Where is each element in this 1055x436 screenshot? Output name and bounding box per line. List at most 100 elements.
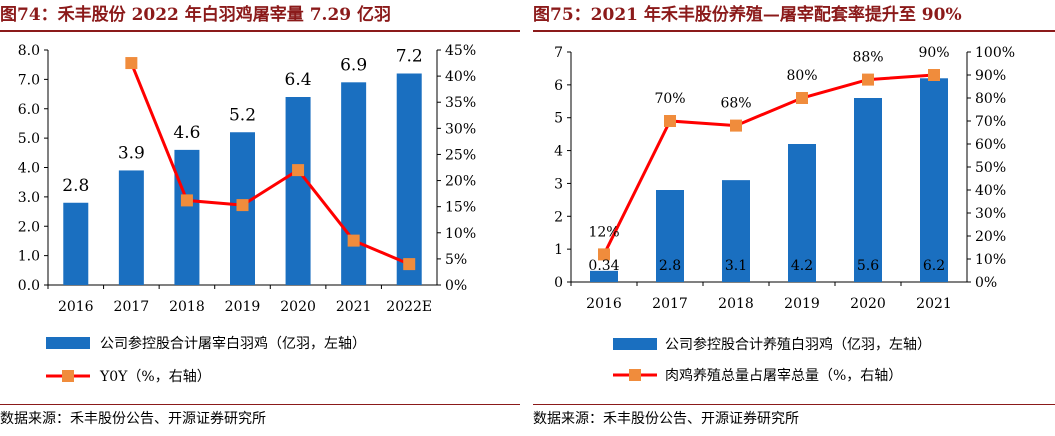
right-tick-label: 0% [975,275,997,291]
bar [396,73,422,285]
left-tick-label: 6 [554,78,563,94]
bar-value-label: 4.2 [791,258,813,274]
line-marker [598,248,610,261]
right-tick-label: 20% [975,229,1006,245]
x-tick-label: 2016 [58,299,94,315]
x-tick-label: 2018 [718,296,754,312]
bar [118,170,144,285]
line-marker [125,57,138,70]
right-tick-label: 35% [445,95,476,111]
right-tick-label: 40% [975,183,1006,199]
line-value-label: 68% [720,96,751,112]
left-tick-label: 5.0 [18,131,40,147]
left-tick-label: 3 [554,176,563,192]
chart-74: 0.0 1.0 2.0 3.0 4.0 5.0 6.0 7.0 8.0 0% 5% 10% 15% 20%… [18,43,476,385]
left-tick-label: 4 [554,144,563,160]
bar [285,97,311,285]
right-tick-label: 5% [445,252,467,268]
legend-bar-label: 公司参控股合计屠宰白羽鸡（亿羽，左轴） [100,335,366,352]
left-tick-label: 8.0 [18,43,40,59]
x-tick-label: 2019 [784,296,820,312]
x-tick-label: 2017 [114,299,150,315]
right-tick-label: 10% [975,252,1006,268]
x-tick-label: 2018 [169,299,205,315]
right-tick-label: 10% [445,226,476,242]
bar-value-label: 6.9 [340,55,367,75]
right-tick-label: 90% [975,68,1006,84]
right-tick-label: 30% [975,206,1006,222]
x-tick-label: 2016 [586,296,622,312]
title-rule [533,30,1055,32]
right-tick-label: 30% [445,121,476,137]
left-tick-label: 7 [554,45,563,61]
bar [854,98,882,282]
figure-74: 图74：禾丰股份 2022 年白羽鸡屠宰量 7.29 亿羽 0.0 1.0 2.0 3… [0,0,520,436]
line-value-label: 88% [852,50,883,66]
left-tick-label: 6.0 [18,102,40,118]
legend-line-label: 肉鸡养殖总量占屠宰总量（%，右轴） [665,367,902,384]
line-marker [403,258,416,271]
legend-line-marker [629,369,641,381]
right-tick-label: 70% [975,114,1006,130]
line-value-label: 90% [918,45,949,61]
line-marker [730,119,742,132]
left-tick-label: 1 [554,242,563,258]
bar [341,82,367,285]
right-tick-label: 25% [445,147,476,163]
bar [590,270,618,282]
left-tick-label: 2 [554,209,563,225]
x-tick-label: 2021 [916,296,952,312]
bar-value-label: 5.6 [857,258,879,274]
right-tick-label: 20% [445,174,476,190]
bar-value-label: 2.8 [62,176,89,196]
chart-75: 012345670%10%20%30%40%50%60%70%80%90%100… [554,45,1015,384]
bar [656,190,684,282]
line-marker [347,234,360,247]
series-line [129,62,410,266]
left-tick-label: 5 [554,111,563,127]
title-rule [0,30,520,32]
bar [722,180,750,282]
bar-value-label: 3.1 [725,258,747,274]
figure-75: 图75：2021 年禾丰股份养殖—屠宰配套率提升至 90% 0 1 2 3 4 5 6 7 0%… [533,0,1055,436]
bar-value-label: 6.4 [285,70,312,90]
x-tick-label: 2020 [850,296,886,312]
line-marker [180,194,193,207]
right-tick-label: 50% [975,160,1006,176]
line-marker [664,115,676,127]
right-tick-label: 100% [975,45,1015,61]
left-tick-label: 3.0 [18,190,40,206]
left-tick-label: 7.0 [18,72,40,88]
line-marker [862,73,874,86]
figure-title: 图75：2021 年禾丰股份养殖—屠宰配套率提升至 90% [533,5,962,25]
line-value-label: 80% [786,68,817,84]
right-tick-label: 15% [445,200,476,216]
left-tick-label: 2.0 [18,219,40,235]
bar [920,78,948,283]
left-tick-label: 1.0 [18,249,40,265]
legend-bar-label: 公司参控股合计养殖白羽鸡（亿羽，左轴） [665,336,931,353]
series-line [602,73,935,256]
line-marker [796,92,808,104]
line-value-label: 70% [654,91,685,107]
bar [63,202,89,285]
bar-value-label: 0.34 [588,258,619,274]
line-marker [292,164,305,177]
bar-value-label: 4.6 [173,123,200,143]
line-value-label: 12% [588,224,619,240]
right-tick-label: 80% [975,91,1006,107]
right-tick-label: 45% [445,43,476,59]
bar-value-label: 2.8 [659,258,681,274]
bar-value-label: 3.9 [118,143,145,163]
figure-source: 数据来源：禾丰股份公告、开源证券研究所 [533,404,1055,433]
figure-title: 图74：禾丰股份 2022 年白羽鸡屠宰量 7.29 亿羽 [0,5,392,25]
right-tick-label: 60% [975,137,1006,153]
bar [788,144,816,282]
bar-value-label: 5.2 [229,105,256,125]
bar [174,149,200,285]
right-tick-label: 40% [445,69,476,85]
x-tick-label: 2017 [652,296,688,312]
left-tick-label: 4.0 [18,161,40,177]
line-marker [928,69,940,81]
x-tick-label: 2022E [386,299,432,315]
